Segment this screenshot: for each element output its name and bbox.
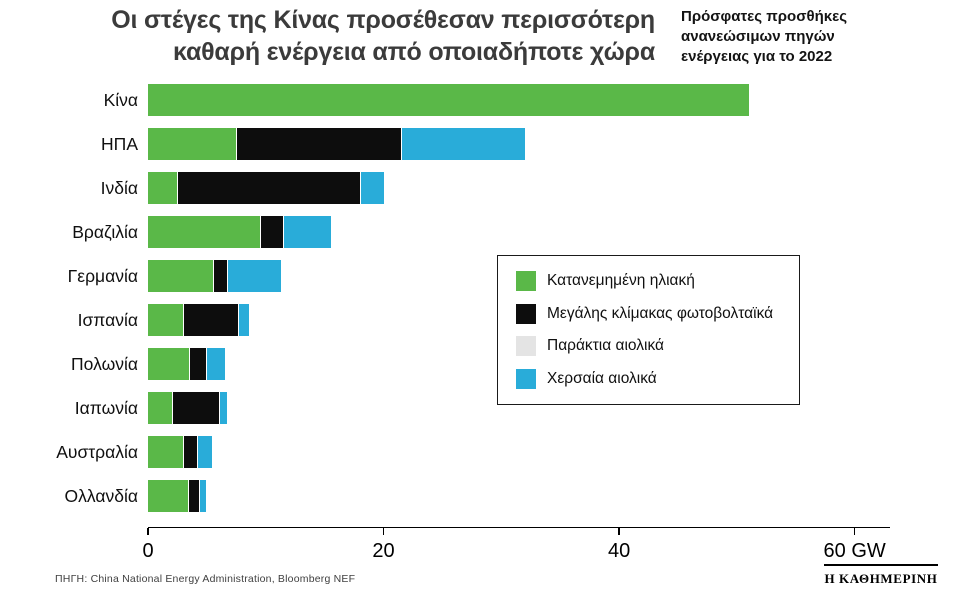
bar-track — [148, 172, 890, 204]
stacked-bar-chart: Κίνα ΗΠΑ Ινδία Βραζιλία Γερμανία Ισπανία Πολων… — [0, 78, 960, 575]
bar-segment-onshore-wind — [198, 480, 206, 512]
chart-row: Γερμανία — [0, 254, 960, 298]
bar-segment-onshore-wind — [218, 392, 227, 424]
x-tick-mark — [618, 528, 620, 535]
subtitle-line-3: ενέργειας για το 2022 — [681, 47, 833, 65]
country-label: Πολωνία — [71, 353, 138, 374]
bar-segment-distributed-solar — [148, 392, 172, 424]
legend-label-offshore-wind: Παράκτια αιολικά — [547, 337, 664, 355]
bar-segment-utility-scale-pv — [188, 480, 199, 512]
legend-label-distributed-solar: Κατανεμημένη ηλιακή — [547, 272, 695, 289]
legend-swatch-offshore-wind — [516, 336, 536, 357]
x-tick-label: 20 — [372, 540, 395, 562]
bar-segment-utility-scale-pv — [189, 348, 206, 380]
chart-row: Ισπανία — [0, 298, 960, 342]
country-label: Ιαπωνία — [74, 397, 138, 418]
bar-track — [148, 260, 890, 292]
bar-track — [148, 304, 890, 336]
bar-segment-utility-scale-pv — [259, 216, 284, 248]
bar-track — [148, 480, 890, 512]
bar-segment-distributed-solar — [148, 260, 213, 292]
legend: Κατανεμημένη ηλιακή Μεγάλης κλίμακας φωτο… — [497, 255, 800, 405]
country-label: Ινδία — [100, 177, 138, 198]
x-tick-label: 0 — [142, 540, 154, 562]
legend-item-onshore-wind: Χερσαία αιολικά — [516, 368, 781, 389]
bar-segment-onshore-wind — [359, 172, 384, 204]
bar-segment-distributed-solar — [148, 480, 189, 512]
subtitle-line-2: ανανεώσιμων πηγών — [681, 27, 835, 45]
x-tick-mark — [382, 528, 385, 535]
bar-track — [148, 216, 890, 248]
chart-row: Κίνα — [0, 78, 960, 122]
bar-segment-utility-scale-pv — [171, 392, 219, 424]
bar-segment-utility-scale-pv — [183, 436, 198, 468]
bar-segment-distributed-solar — [148, 84, 749, 116]
bar-segment-utility-scale-pv — [236, 128, 402, 160]
bar-segment-distributed-solar — [148, 436, 184, 468]
country-label: Βραζιλία — [72, 221, 138, 242]
subtitle-line-1: Πρόσφατες προσθήκες — [681, 8, 848, 25]
chart-row: Πολωνία — [0, 342, 960, 386]
bar-segment-utility-scale-pv — [212, 260, 227, 292]
title-line-1: Οι στέγες της Κίνας προσέθεσαν περισσότε… — [111, 6, 655, 34]
chart-row: Αυστραλία — [0, 430, 960, 474]
chart-row: Ιαπωνία — [0, 386, 960, 430]
x-tick-mark — [147, 528, 149, 535]
country-label: Κίνα — [103, 89, 138, 110]
chart-row: ΗΠΑ — [0, 122, 960, 166]
bar-track — [148, 128, 890, 160]
chart-row: Βραζιλία — [0, 210, 960, 254]
chart-rows: Κίνα ΗΠΑ Ινδία Βραζιλία Γερμανία Ισπανία Πολων… — [0, 78, 960, 518]
bar-track — [148, 436, 890, 468]
x-tick-mark — [853, 528, 856, 535]
chart-row: Ινδία — [0, 166, 960, 210]
country-label: ΗΠΑ — [101, 133, 138, 154]
bar-segment-distributed-solar — [148, 216, 260, 248]
bar-segment-onshore-wind — [401, 128, 525, 160]
legend-swatch-distributed-solar — [516, 271, 536, 291]
bar-track — [148, 348, 890, 380]
bar-segment-distributed-solar — [148, 172, 178, 204]
brand-logo: Η ΚΑΘΗΜΕΡΙΝΗ — [824, 564, 938, 587]
bar-segment-utility-scale-pv — [177, 172, 360, 204]
legend-swatch-utility-scale-pv — [516, 303, 536, 324]
legend-item-offshore-wind: Παράκτια αιολικά — [516, 336, 781, 357]
bar-track — [148, 392, 890, 424]
bar-segment-onshore-wind — [197, 436, 212, 468]
chart-title: Οι στέγες της Κίνας προσέθεσαν περισσότε… — [40, 5, 655, 68]
title-line-2: καθαρή ενέργεια από οποιαδήποτε χώρα — [173, 37, 655, 66]
x-tick-label: 60 GW — [823, 540, 886, 562]
bar-track — [148, 84, 890, 116]
chart-subtitle: Πρόσφατες προσθήκες ανανεώσιμων πηγών εν… — [681, 7, 921, 66]
bar-segment-onshore-wind — [226, 260, 282, 292]
legend-item-distributed-solar: Κατανεμημένη ηλιακή — [516, 271, 781, 291]
bar-segment-distributed-solar — [148, 304, 184, 336]
legend-item-utility-scale-pv: Μεγάλης κλίμακας φωτοβολταϊκά — [516, 303, 781, 324]
country-label: Ισπανία — [77, 309, 138, 330]
legend-swatch-onshore-wind — [516, 368, 536, 389]
x-axis: 0 20 40 60 GW — [142, 527, 890, 575]
bar-segment-distributed-solar — [148, 348, 190, 380]
bar-segment-utility-scale-pv — [183, 304, 238, 336]
legend-label-utility-scale-pv: Μεγάλης κλίμακας φωτοβολταϊκά — [547, 304, 774, 322]
country-label: Γερμανία — [67, 265, 138, 286]
country-label: Ολλανδία — [64, 485, 138, 506]
x-tick-label: 40 — [607, 540, 631, 562]
legend-label-onshore-wind: Χερσαία αιολικά — [547, 369, 657, 387]
country-label: Αυστραλία — [56, 441, 138, 462]
bar-segment-distributed-solar — [148, 128, 237, 160]
bar-segment-onshore-wind — [237, 304, 250, 336]
source-note: ΠΗΓΗ: China National Energy Administrati… — [55, 573, 356, 585]
chart-row: Ολλανδία — [0, 474, 960, 518]
bar-segment-onshore-wind — [205, 348, 225, 380]
brand-text: Η ΚΑΘΗΜΕΡΙΝΗ — [824, 571, 938, 586]
bar-segment-onshore-wind — [283, 216, 331, 248]
